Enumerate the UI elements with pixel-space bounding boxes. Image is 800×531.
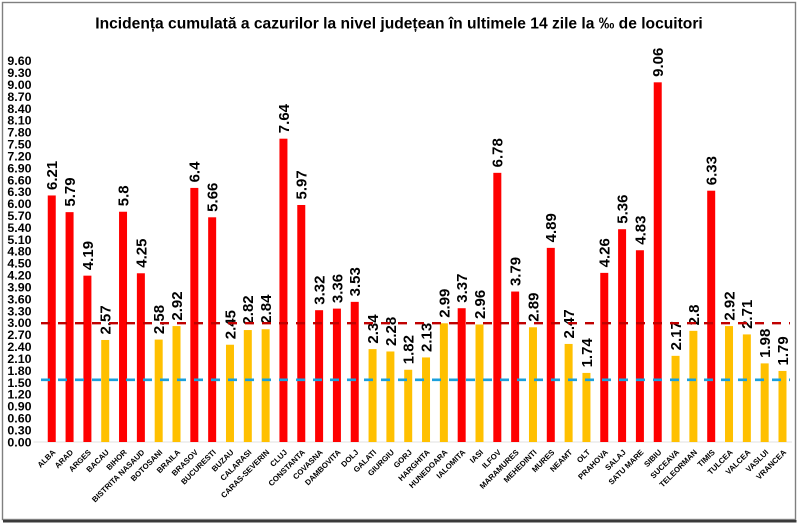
svg-text:3.37: 3.37 [454, 274, 471, 303]
svg-text:7.64: 7.64 [276, 103, 293, 133]
svg-text:2.10: 2.10 [7, 352, 31, 366]
svg-text:2.58: 2.58 [151, 305, 168, 334]
svg-text:3.00: 3.00 [7, 316, 31, 330]
svg-text:6.00: 6.00 [7, 197, 31, 211]
svg-text:0.00: 0.00 [7, 435, 31, 449]
svg-text:5.79: 5.79 [62, 177, 79, 206]
svg-text:6.90: 6.90 [7, 161, 31, 175]
svg-text:5.10: 5.10 [7, 233, 31, 247]
svg-text:3.30: 3.30 [7, 304, 31, 318]
svg-text:2.70: 2.70 [7, 328, 31, 342]
svg-text:2.40: 2.40 [7, 340, 31, 354]
svg-text:1.50: 1.50 [7, 376, 31, 390]
svg-text:4.26: 4.26 [597, 238, 614, 267]
svg-text:2.45: 2.45 [222, 310, 239, 339]
svg-text:5.70: 5.70 [7, 209, 31, 223]
svg-text:6.4: 6.4 [187, 161, 204, 183]
svg-text:0.30: 0.30 [7, 423, 31, 437]
svg-text:7.50: 7.50 [7, 138, 31, 152]
svg-text:2.96: 2.96 [472, 290, 489, 319]
svg-text:2.57: 2.57 [98, 305, 115, 334]
svg-text:2.71: 2.71 [739, 300, 756, 329]
svg-text:5.97: 5.97 [294, 170, 311, 199]
svg-text:3.32: 3.32 [312, 275, 329, 304]
svg-text:5.40: 5.40 [7, 221, 31, 235]
svg-text:2.84: 2.84 [258, 294, 275, 324]
svg-text:2.92: 2.92 [721, 291, 738, 320]
svg-text:6.30: 6.30 [7, 185, 31, 199]
svg-text:5.66: 5.66 [205, 183, 222, 212]
svg-text:9.06: 9.06 [650, 48, 667, 77]
svg-text:5.36: 5.36 [614, 195, 631, 224]
svg-text:6.60: 6.60 [7, 173, 31, 187]
svg-text:4.80: 4.80 [7, 245, 31, 259]
svg-text:2.17: 2.17 [668, 321, 685, 350]
svg-text:2.99: 2.99 [436, 289, 453, 318]
svg-text:6.21: 6.21 [44, 161, 61, 190]
svg-text:1.20: 1.20 [7, 388, 31, 402]
svg-text:2.8: 2.8 [686, 304, 703, 325]
svg-text:4.89: 4.89 [543, 213, 560, 242]
svg-text:4.20: 4.20 [7, 269, 31, 283]
svg-text:4.25: 4.25 [133, 239, 150, 268]
svg-text:1.79: 1.79 [775, 336, 792, 365]
svg-text:2.13: 2.13 [418, 323, 435, 352]
svg-text:6.78: 6.78 [490, 138, 507, 167]
svg-text:1.98: 1.98 [757, 329, 774, 358]
svg-text:3.53: 3.53 [347, 267, 364, 296]
svg-text:8.10: 8.10 [7, 114, 31, 128]
svg-text:1.74: 1.74 [579, 338, 596, 368]
svg-text:2.34: 2.34 [365, 314, 382, 344]
svg-text:0.60: 0.60 [7, 412, 31, 426]
svg-text:4.19: 4.19 [80, 241, 97, 270]
svg-text:2.89: 2.89 [525, 293, 542, 322]
svg-text:7.80: 7.80 [7, 126, 31, 140]
svg-text:6.33: 6.33 [704, 156, 721, 185]
svg-text:7.20: 7.20 [7, 150, 31, 164]
svg-text:0.90: 0.90 [7, 400, 31, 414]
svg-text:4.83: 4.83 [632, 216, 649, 245]
svg-text:9.00: 9.00 [7, 78, 31, 92]
svg-text:3.90: 3.90 [7, 281, 31, 295]
svg-text:3.60: 3.60 [7, 292, 31, 306]
svg-text:8.40: 8.40 [7, 102, 31, 116]
svg-text:3.36: 3.36 [329, 274, 346, 303]
svg-text:2.92: 2.92 [169, 291, 186, 320]
svg-text:Incidența cumulată a cazurilor: Incidența cumulată a cazurilor la nivel … [95, 15, 702, 32]
svg-text:5.8: 5.8 [115, 185, 132, 206]
svg-text:2.28: 2.28 [383, 317, 400, 346]
svg-text:9.60: 9.60 [7, 54, 31, 68]
svg-text:4.50: 4.50 [7, 257, 31, 271]
svg-text:2.82: 2.82 [240, 295, 257, 324]
svg-text:1.80: 1.80 [7, 364, 31, 378]
svg-text:8.70: 8.70 [7, 90, 31, 104]
svg-text:9.30: 9.30 [7, 66, 31, 80]
svg-text:3.79: 3.79 [508, 257, 525, 286]
svg-text:1.82: 1.82 [401, 335, 418, 364]
